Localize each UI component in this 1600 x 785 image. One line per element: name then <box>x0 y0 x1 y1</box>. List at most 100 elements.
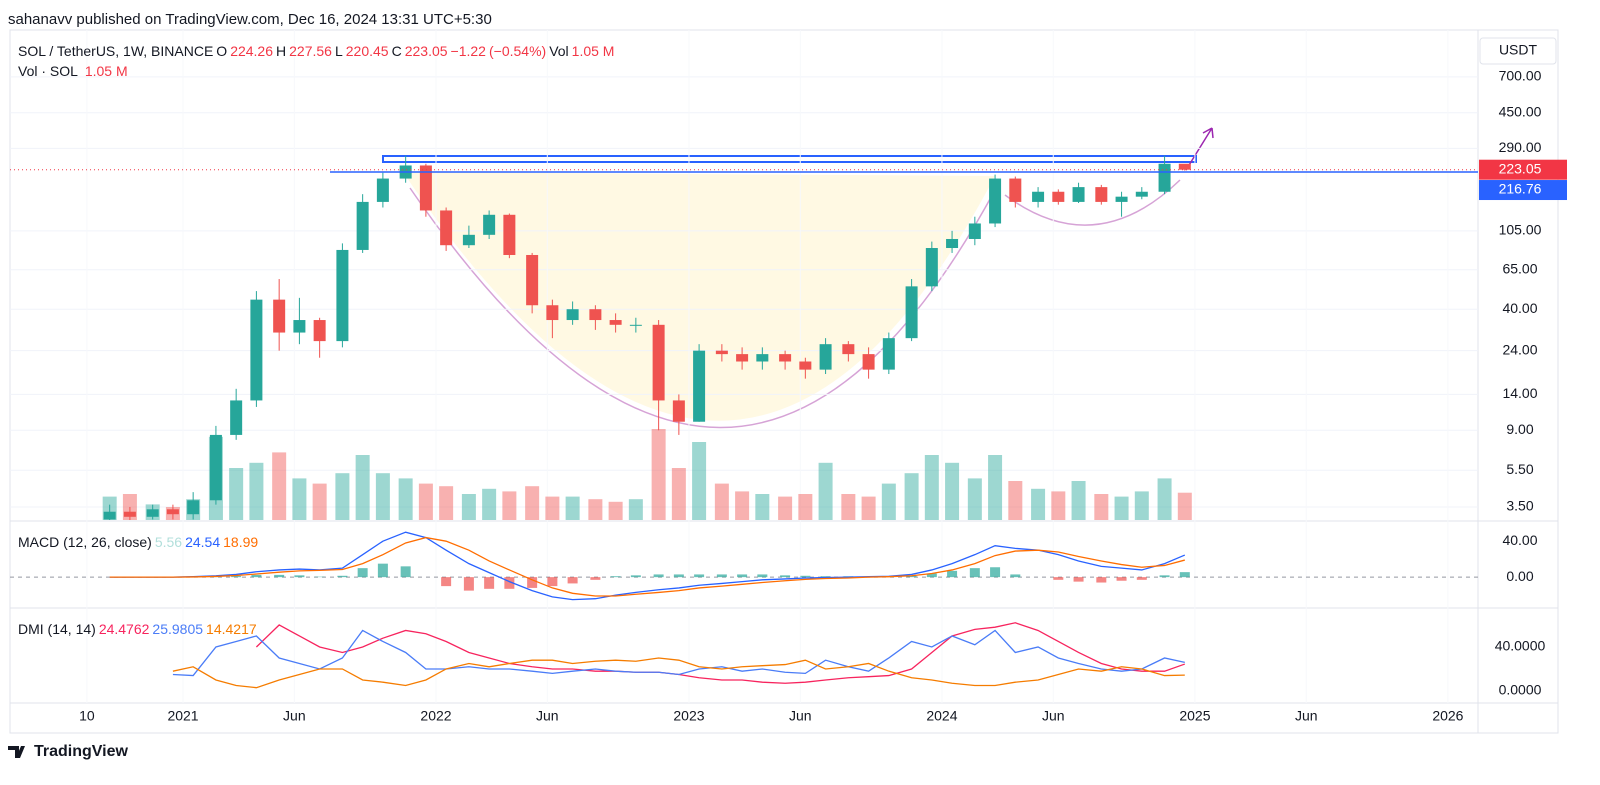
legend-key: L <box>334 43 343 59</box>
macd-histogram-bar <box>1179 572 1190 578</box>
legend-key: H <box>276 43 287 59</box>
candle-body <box>440 210 453 246</box>
macd-legend: MACD (12, 26, close) 5.56 24.54 18.99 <box>18 534 261 550</box>
macd-histogram-bar <box>484 577 495 589</box>
volume-bar <box>229 468 244 520</box>
macd-histogram-bar <box>400 566 411 578</box>
macd-histogram-bar <box>357 568 368 578</box>
currency-box[interactable] <box>1479 37 1557 65</box>
macd-histogram-bar <box>547 577 558 587</box>
cup-curve <box>409 187 996 429</box>
y-tick-label: 450.00 <box>1499 103 1542 119</box>
macd-histogram-bar <box>274 574 285 578</box>
macd-histogram-bar <box>757 574 768 578</box>
candle-body <box>273 299 286 333</box>
volume-bar <box>924 455 939 520</box>
macd-value: 18.99 <box>223 534 259 550</box>
volume-bar <box>671 468 686 520</box>
candle-body <box>293 320 306 333</box>
x-tick-label: 2022 <box>420 708 451 724</box>
volume-bar <box>335 473 350 520</box>
volume-bar <box>1177 492 1192 520</box>
candle-body <box>526 254 539 306</box>
volume-bar <box>798 494 813 520</box>
volume-bar <box>461 494 476 520</box>
volume-bar <box>565 496 580 520</box>
candle-body <box>483 214 496 235</box>
macd-histogram-bar <box>737 574 748 578</box>
macd-histogram-bar <box>653 574 664 578</box>
macd-histogram-bar <box>1159 575 1170 578</box>
candle-body <box>589 309 602 321</box>
candle-body <box>652 324 665 401</box>
legend-value: (−0.54%) <box>488 43 547 59</box>
macd-histogram-bar <box>1116 577 1127 581</box>
x-tick-label: Jun <box>789 708 812 724</box>
symbol-legend: SOL / TetherUS, 1W, BINANCE O 224.26 H 227.5… <box>18 43 617 59</box>
volume-bar <box>861 496 876 520</box>
candle-body <box>693 350 706 422</box>
candle-body <box>862 354 875 370</box>
macd-histogram-bar <box>800 575 811 578</box>
dmi-title: DMI (14, 14) <box>18 621 96 637</box>
volume-bar <box>778 496 793 520</box>
macd-histogram-bar <box>1010 574 1021 578</box>
y-tick-label: 14.00 <box>1502 385 1537 401</box>
logo <box>8 746 25 758</box>
y-tick-label: 40.00 <box>1502 300 1537 316</box>
macd-histogram-bar <box>1096 577 1107 583</box>
macd-line <box>109 531 1186 601</box>
candle-body <box>672 400 685 422</box>
macd-histogram-bar <box>716 574 727 578</box>
volume-bar <box>692 442 707 520</box>
candle-body <box>736 354 749 362</box>
candle-body <box>1178 163 1191 170</box>
volume-bar <box>375 473 390 520</box>
x-tick-label: Jun <box>283 708 306 724</box>
currency: USDT <box>1499 42 1538 58</box>
candle-body <box>989 178 1002 224</box>
dmi-value: 14.4217 <box>206 621 257 637</box>
chart-frame <box>9 29 1559 734</box>
volume-bar <box>945 462 960 520</box>
candle-body <box>376 178 389 202</box>
candle-body <box>230 400 243 435</box>
macd-histogram-bar <box>947 570 958 578</box>
x-tick-label: Jun <box>536 708 559 724</box>
legend-key: O <box>216 43 228 59</box>
volume-bar <box>988 455 1003 520</box>
x-tick-label: 2024 <box>926 708 957 724</box>
volume-bar <box>755 494 770 520</box>
macd-histogram-bar <box>377 563 388 578</box>
candle-body <box>250 299 263 401</box>
legend-value: 224.26 <box>230 43 274 59</box>
x-tick-label: Jun <box>1042 708 1065 724</box>
candle-body <box>187 500 200 515</box>
dmi-line <box>255 622 1186 684</box>
macd-histogram-bar <box>294 575 305 578</box>
macd-histogram-bar <box>231 576 242 578</box>
macd-histogram-bar <box>926 573 937 578</box>
macd-histogram-bar <box>990 567 1001 578</box>
volume-bar <box>525 486 540 520</box>
x-tick-label: 2023 <box>673 708 704 724</box>
y-tick-label: 0.0000 <box>1499 682 1542 698</box>
y-tick-label: 40.0000 <box>1495 638 1546 654</box>
price-pane <box>102 155 1192 520</box>
candle-body <box>546 305 559 321</box>
candle-body <box>946 238 959 249</box>
x-tick-label: 10 <box>79 708 95 724</box>
y-tick-label: 65.00 <box>1502 260 1537 276</box>
legend-value: 223.05 <box>404 43 448 59</box>
candle-body <box>1009 178 1022 202</box>
volume-bar <box>735 491 750 520</box>
y-tick-label: 24.00 <box>1502 341 1537 357</box>
legend-key: Vol <box>549 43 569 59</box>
volume-bar <box>355 455 370 520</box>
macd-histogram-bar <box>504 577 515 589</box>
candle-body <box>819 344 832 370</box>
volume-value: 1.05 M <box>84 63 128 79</box>
symbol: SOL / TetherUS, 1W, BINANCE <box>18 43 214 59</box>
